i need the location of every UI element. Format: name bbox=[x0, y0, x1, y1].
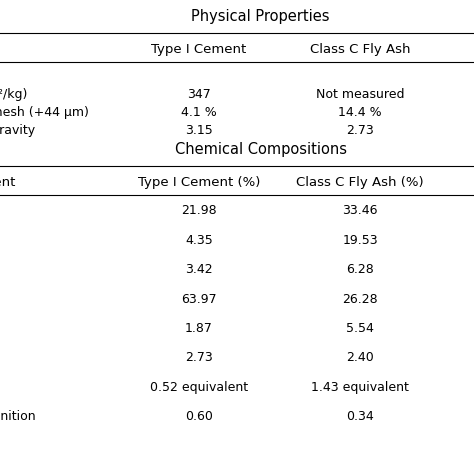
Text: Class C Fly Ash (%): Class C Fly Ash (%) bbox=[296, 176, 424, 189]
Text: Type I Cement: Type I Cement bbox=[152, 43, 246, 56]
Text: 2.73: 2.73 bbox=[185, 351, 213, 365]
Text: 4.1 %: 4.1 % bbox=[181, 106, 217, 119]
Text: 5.54: 5.54 bbox=[346, 322, 374, 335]
Text: Not measured: Not measured bbox=[316, 88, 404, 101]
Text: 347: 347 bbox=[187, 88, 211, 101]
Text: Type I Cement (%): Type I Cement (%) bbox=[138, 176, 260, 189]
Text: 3.15: 3.15 bbox=[185, 124, 213, 137]
Text: 6.28: 6.28 bbox=[346, 263, 374, 276]
Text: Specific gravity: Specific gravity bbox=[0, 124, 36, 137]
Text: 0.52 equivalent: 0.52 equivalent bbox=[150, 381, 248, 394]
Text: 19.53: 19.53 bbox=[342, 234, 378, 247]
Text: 26.28: 26.28 bbox=[342, 292, 378, 306]
Text: 0.34: 0.34 bbox=[346, 410, 374, 423]
Text: Physical Properties: Physical Properties bbox=[191, 9, 330, 24]
Text: Blaine (m²/kg): Blaine (m²/kg) bbox=[0, 88, 28, 101]
Text: 3.42: 3.42 bbox=[185, 263, 213, 276]
Text: 2.40: 2.40 bbox=[346, 351, 374, 365]
Text: No. 325 mesh (+44 μm): No. 325 mesh (+44 μm) bbox=[0, 106, 89, 119]
Text: 14.4 %: 14.4 % bbox=[338, 106, 382, 119]
Text: 0.60: 0.60 bbox=[185, 410, 213, 423]
Text: 63.97: 63.97 bbox=[181, 292, 217, 306]
Text: 33.46: 33.46 bbox=[343, 204, 378, 218]
Text: 4.35: 4.35 bbox=[185, 234, 213, 247]
Text: Chemical Compositions: Chemical Compositions bbox=[175, 142, 346, 157]
Text: Loss on ignition: Loss on ignition bbox=[0, 410, 36, 423]
Text: 21.98: 21.98 bbox=[181, 204, 217, 218]
Text: Component: Component bbox=[0, 176, 16, 189]
Text: 1.87: 1.87 bbox=[185, 322, 213, 335]
Text: 2.73: 2.73 bbox=[346, 124, 374, 137]
Text: 1.43 equivalent: 1.43 equivalent bbox=[311, 381, 409, 394]
Text: Class C Fly Ash: Class C Fly Ash bbox=[310, 43, 410, 56]
